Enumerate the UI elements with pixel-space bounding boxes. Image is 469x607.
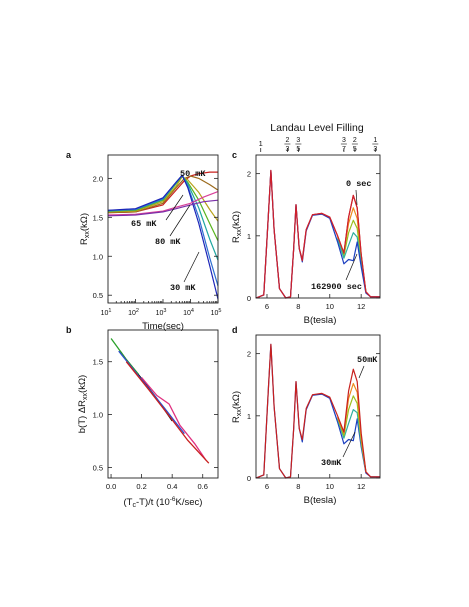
panel-a-xlabel: Time(sec) [142, 321, 184, 332]
panel-d-series-4 [255, 343, 380, 479]
annotation-0sec: 0 sec [346, 179, 372, 189]
panel-a-ytick-label-3: 2.0 [93, 174, 103, 183]
panel-d-xtick-label-2: 10 [326, 482, 334, 491]
panel-c-title: Landau Level Filling [270, 122, 364, 134]
pointer-30mk [183, 251, 200, 283]
panel-c-series [255, 169, 380, 299]
panel-label-a: a [66, 150, 72, 160]
panel-d-ylabel: Rxx(kΩ) [231, 391, 243, 423]
annotation-65mk: 65 mK [131, 219, 157, 229]
panel-b-xtick-label-2: 0.4 [167, 482, 177, 491]
panel-d-xlabel: B(tesla) [304, 495, 337, 506]
panel-b-frame [107, 329, 219, 479]
panel-b-xtick-label-0: 0.0 [106, 482, 116, 491]
annotation-162900sec: 162900 sec [311, 282, 362, 292]
panel-a-xtick-label-3: 104 [183, 308, 194, 317]
panel-b-ylabel: b(T) ΔRxx(kΩ) [77, 375, 89, 433]
pointer-50mk-d [358, 365, 365, 379]
panel-d-xtick-label-0: 6 [265, 482, 269, 491]
panel-a-series-7 [107, 191, 219, 216]
panel-d-ytick-label-1: 1 [247, 412, 251, 421]
panel-d-frame [255, 334, 381, 479]
panel-c-xtick-label-1: 8 [296, 302, 300, 311]
panel-d-xtick-label-3: 12 [357, 482, 365, 491]
panel-label-c: c [232, 150, 237, 160]
annotation-30mk-d: 30mK [321, 458, 342, 468]
annotation-50mk-d: 50mK [357, 355, 378, 365]
panel-d-ytick-label-0: 0 [247, 474, 251, 483]
filling-label-0: 1 [259, 139, 263, 148]
filling-num-4: 2 [353, 137, 357, 144]
panel-c-xtick-label-2: 10 [326, 302, 334, 311]
filling-den-2: 5 [296, 146, 300, 153]
panel-c-frame [255, 154, 381, 299]
panel-d-xtick-label-1: 8 [296, 482, 300, 491]
panel-a-series [107, 171, 219, 300]
panel-d-ytick-label-2: 2 [247, 350, 251, 359]
panel-d-series [255, 343, 380, 479]
panel-a-ytick-label-2: 1.5 [93, 213, 103, 222]
panel-b-series-1 [110, 338, 140, 375]
panel-c-ylabel: Rxx(kΩ) [231, 211, 243, 243]
filling-num-5: 1 [373, 137, 377, 144]
panel-b-series-3 [141, 377, 207, 461]
pointer-80mk [169, 204, 191, 237]
pointer-30mk-d [342, 431, 356, 458]
panel-a-series-4 [107, 174, 219, 261]
filling-den-3: 7 [342, 146, 346, 153]
panel-a-xtick-label-4: 105 [211, 308, 222, 317]
panel-b-xlabel: (Tc-T)/t (10-6K/sec) [124, 496, 203, 509]
filling-den-1: 3 [285, 146, 289, 153]
panel-a-ytick-label-0: 0.5 [93, 291, 103, 300]
panel-b-series-4 [125, 361, 210, 464]
panel-b-ytick-label-0: 0.5 [93, 463, 103, 472]
panel-a-xtick-label-2: 103 [156, 308, 167, 317]
pointer-0sec [355, 189, 358, 206]
pointer-65mk [165, 194, 184, 221]
pointer-162900sec [345, 253, 358, 281]
panel-b-xtick-label-1: 0.2 [136, 482, 146, 491]
panel-b-series-2 [118, 350, 185, 435]
filling-num-2: 3 [296, 137, 300, 144]
annotation-30mk: 30 mK [170, 283, 196, 293]
panel-c-xtick-label-3: 12 [357, 302, 365, 311]
panel-a-series-8 [107, 199, 219, 217]
panel-b-ytick-label-2: 1.5 [93, 358, 103, 367]
panel-a-ylabel: Rxx(kΩ) [79, 213, 91, 245]
annotation-50mk: 50 mK [180, 169, 206, 179]
panel-b-axes: 0.5 1.0 1.5 0.0 0.2 0.4 0.6 [93, 358, 218, 491]
annotation-80mk: 80 mK [155, 237, 181, 247]
panel-label-b: b [66, 325, 72, 335]
panel-b: 0.5 1.0 1.5 0.0 0.2 0.4 0.6 (Tc-T)/t (10-6K/se… [77, 329, 219, 509]
panel-label-d: d [232, 325, 238, 335]
filling-den-5: 3 [373, 146, 377, 153]
panel-a-xtick-label-0: 101 [101, 308, 112, 317]
panel-c-xlabel: B(tesla) [304, 315, 337, 326]
panel-a-series-6 [107, 174, 219, 300]
panel-a-xtick-label-1: 102 [128, 308, 139, 317]
panel-c-ytick-label-0: 0 [247, 294, 251, 303]
panel-a-axes: 0.5 1.0 1.5 2.0 101 102 103 104 105 [93, 174, 222, 317]
panel-b-xtick-label-3: 0.6 [198, 482, 208, 491]
filling-den-4: 5 [353, 146, 357, 153]
filling-num-1: 2 [285, 137, 289, 144]
panel-b-series [110, 338, 210, 464]
panel-a-series-3 [107, 175, 219, 241]
panel-c-xtick-label-0: 6 [265, 302, 269, 311]
panel-a-ytick-label-1: 1.0 [93, 252, 103, 261]
panel-c-ytick-label-1: 1 [247, 232, 251, 241]
filling-num-3: 3 [342, 137, 346, 144]
panel-c-series-5 [255, 169, 380, 299]
panel-a-series-5 [107, 174, 219, 287]
panel-c-ytick-label-2: 2 [247, 170, 251, 179]
panel-b-ytick-label-1: 1.0 [93, 411, 103, 420]
